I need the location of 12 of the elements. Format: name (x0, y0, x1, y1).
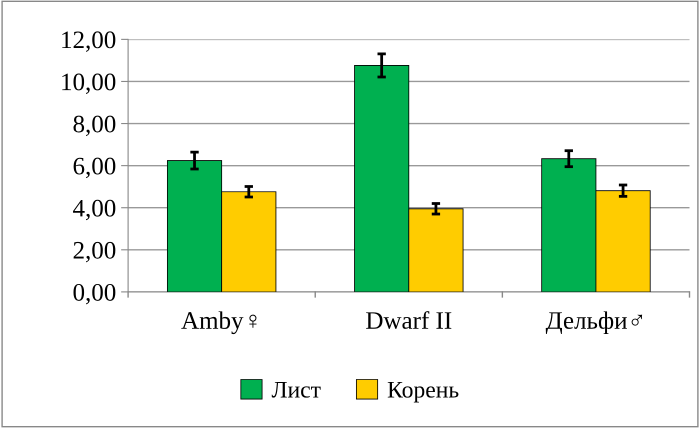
y-tick-label: 8,00 (74, 116, 116, 136)
x-tick-label: Dwarf II (366, 311, 452, 329)
y-tick-label: 4,00 (73, 200, 116, 220)
y-tick-label: 12,00 (62, 31, 116, 52)
y-tick-label: 0,00 (74, 284, 116, 304)
y-tick-label: 2,00 (74, 242, 116, 262)
y-tick-label: 6,00 (74, 158, 116, 178)
legend-label: Лист (272, 382, 321, 398)
legend-label: Корень (388, 382, 458, 402)
x-tick-label: Дельфи♂ (546, 311, 642, 334)
y-tick-label: 10,00 (62, 74, 116, 94)
x-tick-label: Amby♀ (181, 311, 257, 334)
